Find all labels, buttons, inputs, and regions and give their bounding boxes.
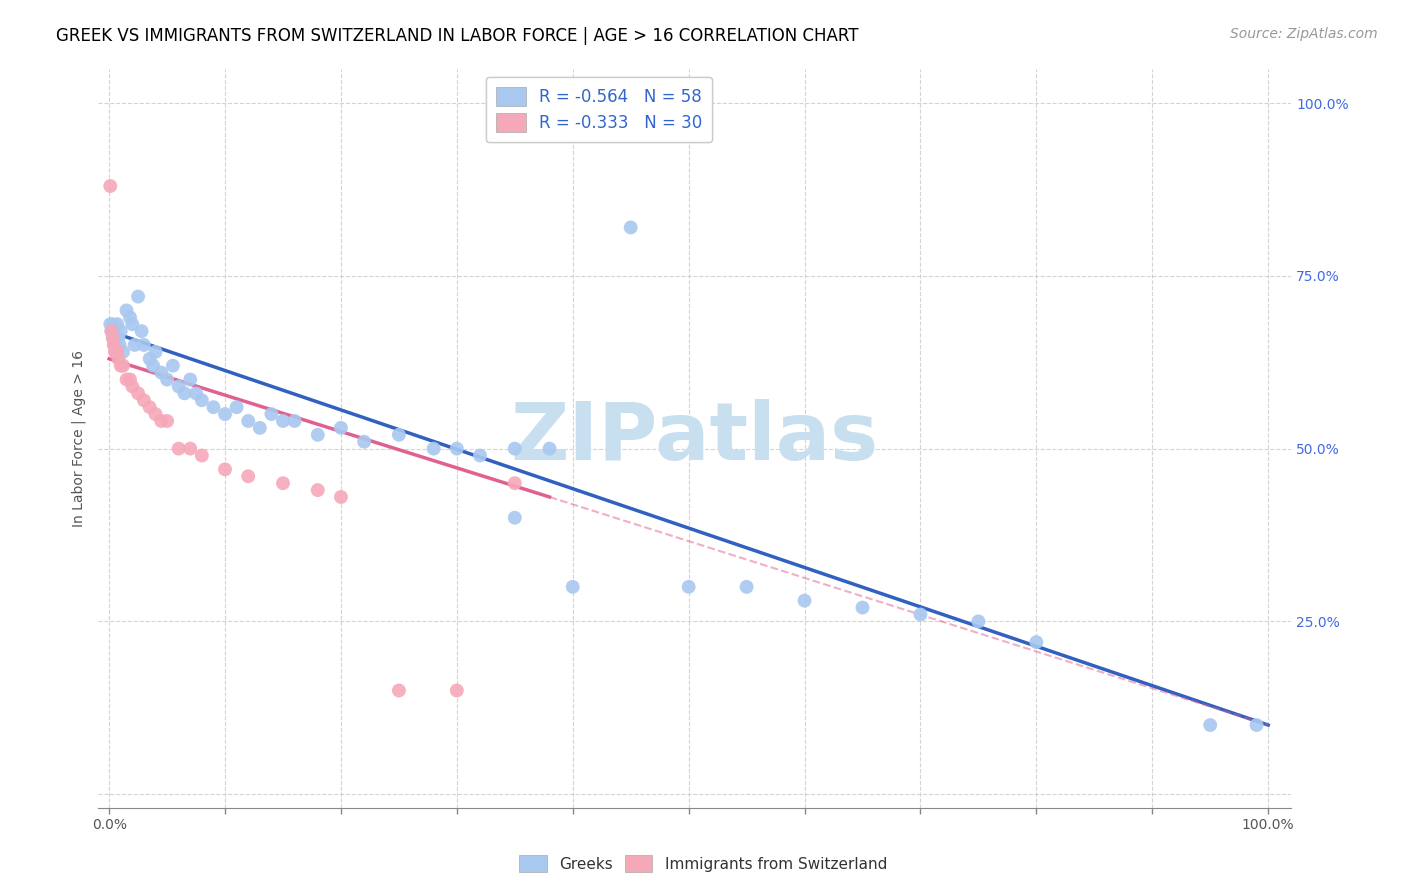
Point — [107, 331, 129, 345]
Point — [105, 344, 128, 359]
Point — [225, 400, 247, 414]
Point — [538, 442, 561, 456]
Point — [678, 580, 700, 594]
Point — [104, 338, 127, 352]
Point — [104, 344, 127, 359]
Point — [124, 338, 146, 352]
Legend: R = -0.564   N = 58, R = -0.333   N = 30: R = -0.564 N = 58, R = -0.333 N = 30 — [485, 77, 713, 142]
Point — [138, 351, 160, 366]
Point — [156, 414, 179, 428]
Point — [1025, 635, 1047, 649]
Point — [503, 442, 526, 456]
Point — [271, 414, 294, 428]
Point — [132, 338, 155, 352]
Point — [735, 580, 758, 594]
Point — [214, 407, 236, 421]
Point — [851, 600, 873, 615]
Point — [202, 400, 225, 414]
Point — [132, 393, 155, 408]
Legend: Greeks, Immigrants from Switzerland: Greeks, Immigrants from Switzerland — [512, 847, 894, 880]
Point — [620, 220, 643, 235]
Point — [422, 442, 444, 456]
Point — [191, 393, 214, 408]
Point — [156, 372, 179, 386]
Point — [503, 510, 526, 524]
Point — [105, 344, 128, 359]
Point — [115, 303, 138, 318]
Point — [110, 359, 132, 373]
Point — [100, 324, 122, 338]
Point — [105, 344, 128, 359]
Point — [138, 400, 160, 414]
Point — [388, 683, 411, 698]
Text: ZIPatlas: ZIPatlas — [510, 400, 879, 477]
Point — [115, 372, 138, 386]
Point — [101, 317, 124, 331]
Point — [145, 344, 167, 359]
Point — [468, 449, 491, 463]
Point — [101, 331, 124, 345]
Point — [910, 607, 932, 622]
Point — [100, 324, 122, 338]
Point — [1246, 718, 1268, 732]
Point — [184, 386, 207, 401]
Point — [110, 324, 132, 338]
Point — [112, 359, 135, 373]
Point — [162, 359, 184, 373]
Point — [121, 317, 143, 331]
Point — [967, 615, 990, 629]
Point — [179, 372, 201, 386]
Point — [105, 317, 128, 331]
Y-axis label: In Labor Force | Age > 16: In Labor Force | Age > 16 — [72, 350, 86, 527]
Point — [108, 338, 131, 352]
Point — [284, 414, 307, 428]
Point — [150, 366, 173, 380]
Point — [179, 442, 201, 456]
Point — [307, 483, 329, 497]
Point — [103, 331, 125, 345]
Point — [107, 351, 129, 366]
Point — [98, 317, 121, 331]
Point — [112, 344, 135, 359]
Text: GREEK VS IMMIGRANTS FROM SWITZERLAND IN LABOR FORCE | AGE > 16 CORRELATION CHART: GREEK VS IMMIGRANTS FROM SWITZERLAND IN … — [56, 27, 859, 45]
Point — [150, 414, 173, 428]
Point — [98, 179, 121, 194]
Point — [260, 407, 283, 421]
Point — [446, 683, 468, 698]
Point — [446, 442, 468, 456]
Point — [329, 490, 352, 504]
Point — [127, 289, 149, 303]
Point — [127, 386, 149, 401]
Point — [561, 580, 583, 594]
Point — [118, 310, 141, 325]
Point — [307, 427, 329, 442]
Point — [353, 434, 375, 449]
Point — [131, 324, 153, 338]
Point — [214, 462, 236, 476]
Point — [388, 427, 411, 442]
Point — [142, 359, 165, 373]
Point — [173, 386, 195, 401]
Point — [191, 449, 214, 463]
Point — [793, 593, 815, 607]
Point — [249, 421, 271, 435]
Point — [329, 421, 352, 435]
Point — [167, 379, 190, 393]
Point — [503, 476, 526, 491]
Text: Source: ZipAtlas.com: Source: ZipAtlas.com — [1230, 27, 1378, 41]
Point — [118, 372, 141, 386]
Point — [103, 338, 125, 352]
Point — [167, 442, 190, 456]
Point — [121, 379, 143, 393]
Point — [238, 414, 260, 428]
Point — [238, 469, 260, 483]
Point — [145, 407, 167, 421]
Point — [1199, 718, 1222, 732]
Point — [271, 476, 294, 491]
